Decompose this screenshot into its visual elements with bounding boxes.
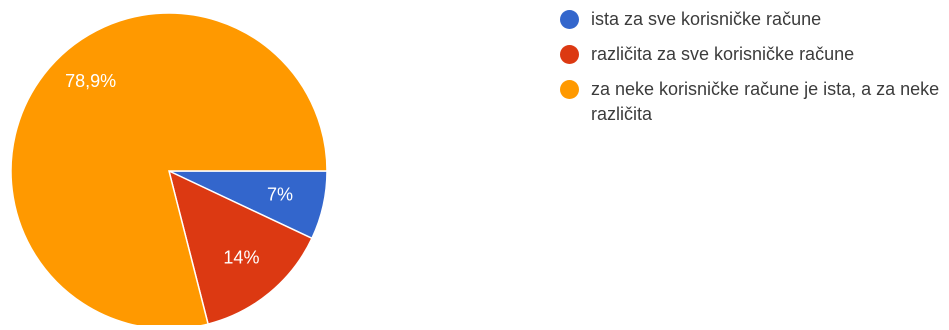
pie-slice-razlicita[interactable] (167, 169, 313, 326)
legend-label-ista: ista za sve korisničke račune (591, 9, 822, 29)
legend-item-razlicita[interactable]: različita za sve korisničke račune (560, 42, 949, 67)
pie-label-mixed: 78,9% (65, 71, 116, 91)
pie-label-razlicita: 14% (223, 247, 259, 267)
legend-label-razlicita: različita za sve korisničke račune (591, 44, 855, 64)
legend-swatch-mixed (560, 80, 579, 99)
pie-label-ista: 7% (267, 185, 293, 205)
legend-item-mixed[interactable]: za neke korisničke račune je ista, a za … (560, 77, 949, 127)
legend: ista za sve korisničke račune različita … (560, 7, 949, 137)
legend-swatch-razlicita (560, 45, 579, 64)
legend-label-mixed: za neke korisničke račune je ista, a za … (591, 79, 940, 124)
legend-swatch-ista (560, 10, 579, 29)
legend-item-ista[interactable]: ista za sve korisničke račune (560, 7, 949, 32)
pie-slice-mixed[interactable] (10, 12, 328, 330)
